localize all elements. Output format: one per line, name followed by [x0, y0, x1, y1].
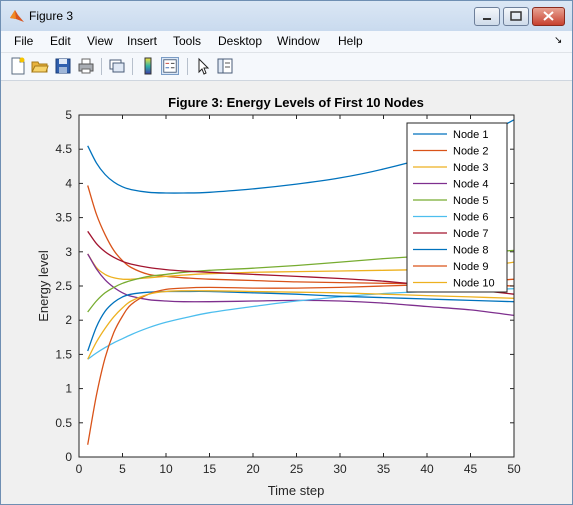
y-tick-label: 5	[65, 108, 72, 122]
x-tick-label: 50	[507, 462, 521, 476]
x-tick-label: 20	[246, 462, 260, 476]
series-line-node-2[interactable]	[87, 185, 515, 287]
link-plot-icon[interactable]	[108, 57, 126, 75]
y-tick-label: 4.5	[55, 142, 72, 156]
energy-chart: 0 5 10 15 20 25 30 35 40 45 50 0 0.5 1 1.5 2 2.5 3 3.5 4 4.5…	[36, 95, 521, 498]
series-line-node-5[interactable]	[87, 249, 515, 313]
legend[interactable]: Node 1 Node 2 Node 3 Node 4 Node 5 Node 6 Node…	[406, 122, 508, 293]
y-tick-label: 2.5	[55, 279, 72, 293]
y-tick-label: 1	[65, 382, 72, 396]
minimize-button[interactable]	[474, 7, 500, 26]
save-icon[interactable]	[54, 57, 72, 75]
toolbar-separator	[101, 58, 102, 75]
legend-entry-label: Node 2	[453, 146, 488, 158]
series-line-node-3[interactable]	[87, 253, 515, 280]
menu-insert[interactable]: Insert	[127, 34, 158, 48]
x-tick-label: 15	[203, 462, 217, 476]
title-bar: Figure 3	[1, 1, 572, 31]
series-line-node-9[interactable]	[87, 278, 515, 445]
legend-entry-label: Node 10	[453, 278, 495, 290]
plot-browser-icon[interactable]	[216, 57, 234, 75]
menu-view[interactable]: View	[87, 34, 113, 48]
x-tick-label: 25	[290, 462, 304, 476]
close-icon	[543, 11, 554, 21]
menu-tools[interactable]: Tools	[173, 34, 202, 48]
x-tick-label: 35	[377, 462, 391, 476]
legend-entry-label: Node 6	[453, 212, 488, 224]
toolbar-separator	[187, 58, 188, 75]
chart-title: Figure 3: Energy Levels of First 10 Node…	[168, 95, 424, 110]
series-line-node-1[interactable]	[87, 119, 515, 194]
menu-desktop[interactable]: Desktop	[218, 34, 263, 48]
x-tick-label: 0	[76, 462, 83, 476]
y-tick-label: 0	[65, 450, 72, 464]
legend-entry-label: Node 3	[453, 162, 488, 174]
window-title: Figure 3	[29, 9, 74, 23]
series-line-node-7[interactable]	[87, 230, 515, 295]
toolbar-separator	[132, 58, 133, 75]
y-tick-label: 1.5	[55, 347, 72, 361]
y-tick-label: 2	[65, 313, 72, 327]
menu-window[interactable]: Window	[277, 34, 320, 48]
colorbar-icon[interactable]	[139, 57, 157, 75]
dock-arrow-icon[interactable]: ↘	[554, 35, 563, 46]
legend-entry-label: Node 5	[453, 195, 488, 207]
y-tick-label: 0.5	[55, 416, 72, 430]
x-tick-label: 5	[119, 462, 126, 476]
y-tick-label: 3.5	[55, 211, 72, 225]
pointer-icon[interactable]	[194, 57, 212, 75]
x-axis-label: Time step	[268, 483, 325, 498]
legend-entry-label: Node 8	[453, 245, 488, 257]
toolbar	[1, 53, 572, 81]
matlab-icon	[10, 10, 24, 22]
menu-bar: File Edit View Insert Tools Desktop Wind…	[1, 31, 572, 53]
figure-canvas: 0 5 10 15 20 25 30 35 40 45 50 0 0.5 1 1.5 2 2.5 3 3.5 4 4.5…	[5, 83, 568, 500]
x-tick-label: 40	[420, 462, 434, 476]
minimize-icon	[483, 18, 491, 20]
legend-entry-label: Node 7	[453, 228, 488, 240]
print-icon[interactable]	[77, 57, 95, 75]
legend-entry-label: Node 1	[453, 129, 488, 141]
y-tick-label: 3	[65, 245, 72, 259]
menu-help[interactable]: Help	[338, 34, 363, 48]
open-file-icon[interactable]	[31, 57, 49, 75]
legend-box	[406, 122, 508, 293]
maximize-icon	[510, 11, 522, 21]
y-axis-label: Energy level	[36, 250, 51, 322]
close-button[interactable]	[532, 7, 565, 26]
x-tick-label: 10	[159, 462, 173, 476]
series-line-node-6[interactable]	[87, 288, 515, 360]
legend-icon[interactable]	[161, 57, 179, 75]
series-line-node-4[interactable]	[87, 253, 515, 317]
series-line-node-10[interactable]	[87, 290, 515, 360]
legend-entry-label: Node 9	[453, 261, 488, 273]
series-line-node-8[interactable]	[87, 290, 515, 352]
new-figure-icon[interactable]	[9, 57, 27, 75]
menu-file[interactable]: File	[14, 34, 34, 48]
legend-entry-label: Node 4	[453, 179, 488, 191]
menu-edit[interactable]: Edit	[50, 34, 71, 48]
maximize-button[interactable]	[503, 7, 529, 26]
x-tick-label: 45	[464, 462, 478, 476]
y-tick-label: 4	[65, 176, 72, 190]
x-tick-label: 30	[333, 462, 347, 476]
